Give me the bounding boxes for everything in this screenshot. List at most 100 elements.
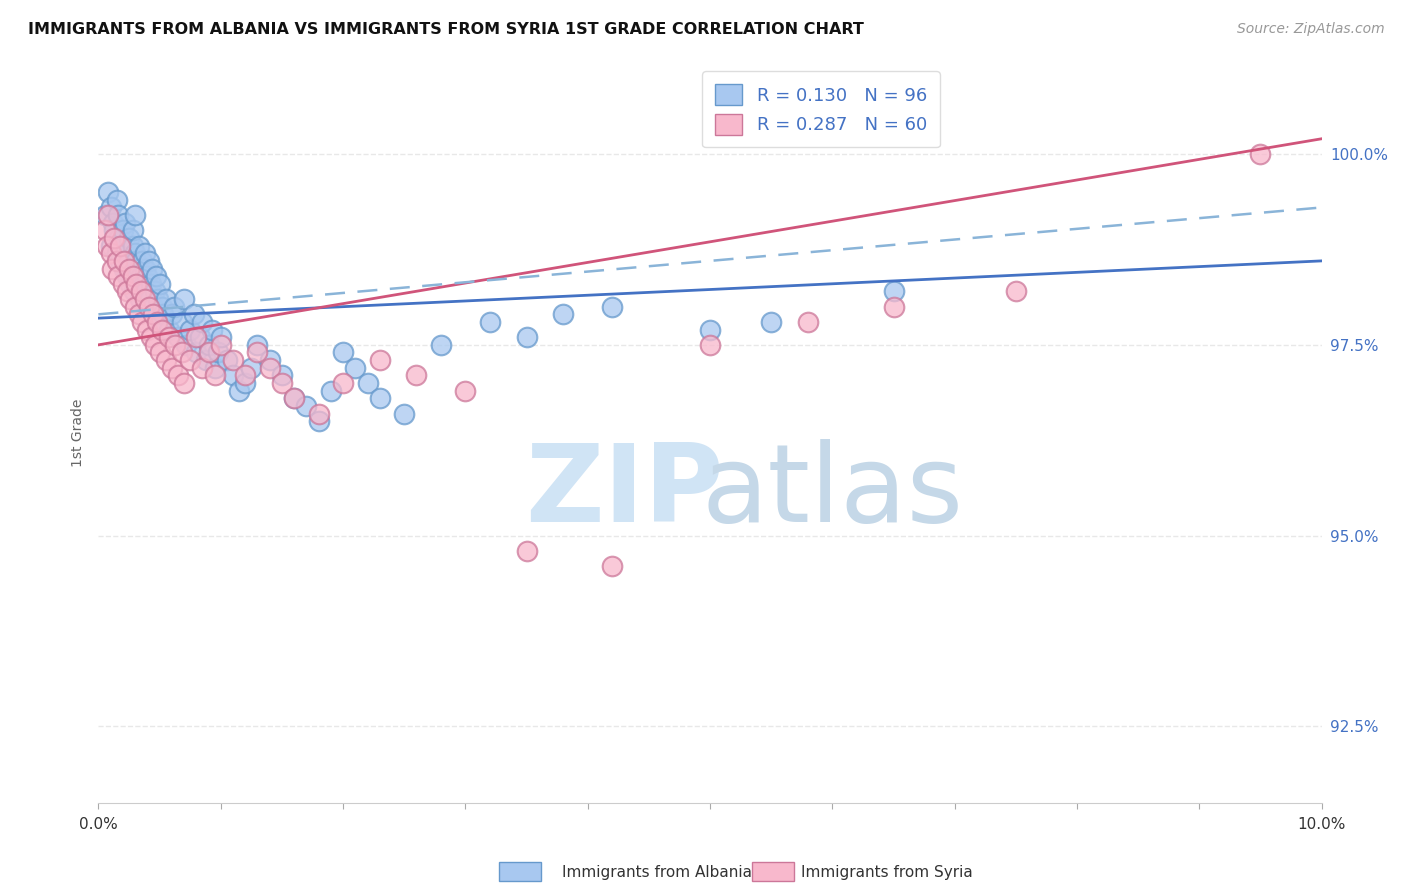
Point	[127, 277, 149, 291]
Point	[215, 353, 238, 368]
Point	[155, 292, 177, 306]
Point	[191, 315, 214, 329]
Point	[114, 246, 136, 260]
Point	[368, 391, 391, 405]
Point	[478, 315, 501, 329]
Text: Immigrants from Syria: Immigrants from Syria	[801, 865, 973, 880]
Point	[246, 345, 269, 359]
Point	[308, 414, 330, 428]
Point	[186, 330, 208, 344]
Point	[170, 345, 193, 359]
Point	[699, 338, 721, 352]
Point	[101, 261, 124, 276]
Point	[170, 315, 193, 329]
Point	[149, 345, 172, 359]
Point	[121, 269, 143, 284]
Point	[138, 300, 160, 314]
Point	[283, 391, 305, 405]
Point	[149, 315, 172, 329]
Point	[797, 315, 820, 329]
Point	[111, 277, 134, 291]
Point	[392, 407, 416, 421]
Point	[93, 208, 115, 222]
Point	[222, 368, 245, 383]
Point	[149, 277, 172, 291]
Point	[122, 285, 145, 299]
Point	[131, 253, 153, 268]
Point	[129, 285, 152, 299]
Point	[134, 292, 156, 306]
Point	[120, 261, 142, 276]
Point	[197, 345, 219, 359]
Point	[138, 253, 160, 268]
Point	[761, 315, 783, 329]
Point	[136, 322, 159, 336]
Point	[107, 208, 129, 222]
Point	[131, 315, 153, 329]
Point	[259, 353, 281, 368]
Point	[105, 246, 128, 260]
Point	[553, 307, 575, 321]
Point	[103, 231, 125, 245]
Point	[270, 376, 294, 390]
Point	[160, 360, 183, 375]
Point	[179, 322, 201, 336]
Point	[1004, 285, 1026, 299]
Point	[128, 238, 150, 252]
Point	[195, 353, 218, 368]
Point	[699, 322, 721, 336]
Point	[100, 201, 122, 215]
Point	[344, 360, 367, 375]
Point	[516, 330, 538, 344]
Point	[143, 338, 166, 352]
Point	[107, 269, 129, 284]
Point	[125, 277, 148, 291]
Point	[103, 223, 125, 237]
Text: atlas: atlas	[702, 439, 963, 545]
Point	[283, 391, 305, 405]
Point	[128, 261, 150, 276]
Point	[142, 307, 165, 321]
Point	[143, 285, 166, 299]
Point	[97, 185, 120, 199]
Point	[332, 376, 354, 390]
Point	[129, 292, 152, 306]
Point	[356, 376, 378, 390]
Point	[150, 300, 173, 314]
Point	[179, 353, 201, 368]
Point	[135, 285, 157, 299]
Point	[132, 277, 155, 291]
Point	[101, 216, 124, 230]
Point	[121, 223, 143, 237]
Point	[139, 292, 162, 306]
Point	[115, 269, 138, 284]
Point	[112, 261, 135, 276]
Point	[1250, 147, 1272, 161]
Point	[142, 300, 165, 314]
Point	[146, 315, 169, 329]
Point	[319, 384, 342, 398]
Text: IMMIGRANTS FROM ALBANIA VS IMMIGRANTS FROM SYRIA 1ST GRADE CORRELATION CHART: IMMIGRANTS FROM ALBANIA VS IMMIGRANTS FR…	[28, 22, 865, 37]
Point	[139, 330, 162, 344]
Point	[124, 208, 146, 222]
Point	[183, 307, 205, 321]
Point	[270, 368, 294, 383]
Point	[121, 238, 143, 252]
Point	[110, 238, 132, 252]
Point	[295, 399, 318, 413]
Point	[246, 338, 269, 352]
Point	[259, 360, 281, 375]
Point	[222, 353, 245, 368]
Point	[124, 300, 146, 314]
Point	[134, 246, 156, 260]
Point	[111, 223, 134, 237]
Point	[233, 376, 256, 390]
Point	[134, 261, 156, 276]
Point	[176, 338, 198, 352]
Point	[332, 345, 354, 359]
Point	[160, 307, 183, 321]
Y-axis label: 1st Grade: 1st Grade	[72, 399, 86, 467]
Point	[186, 345, 208, 359]
Point	[139, 277, 162, 291]
Point	[141, 261, 163, 276]
